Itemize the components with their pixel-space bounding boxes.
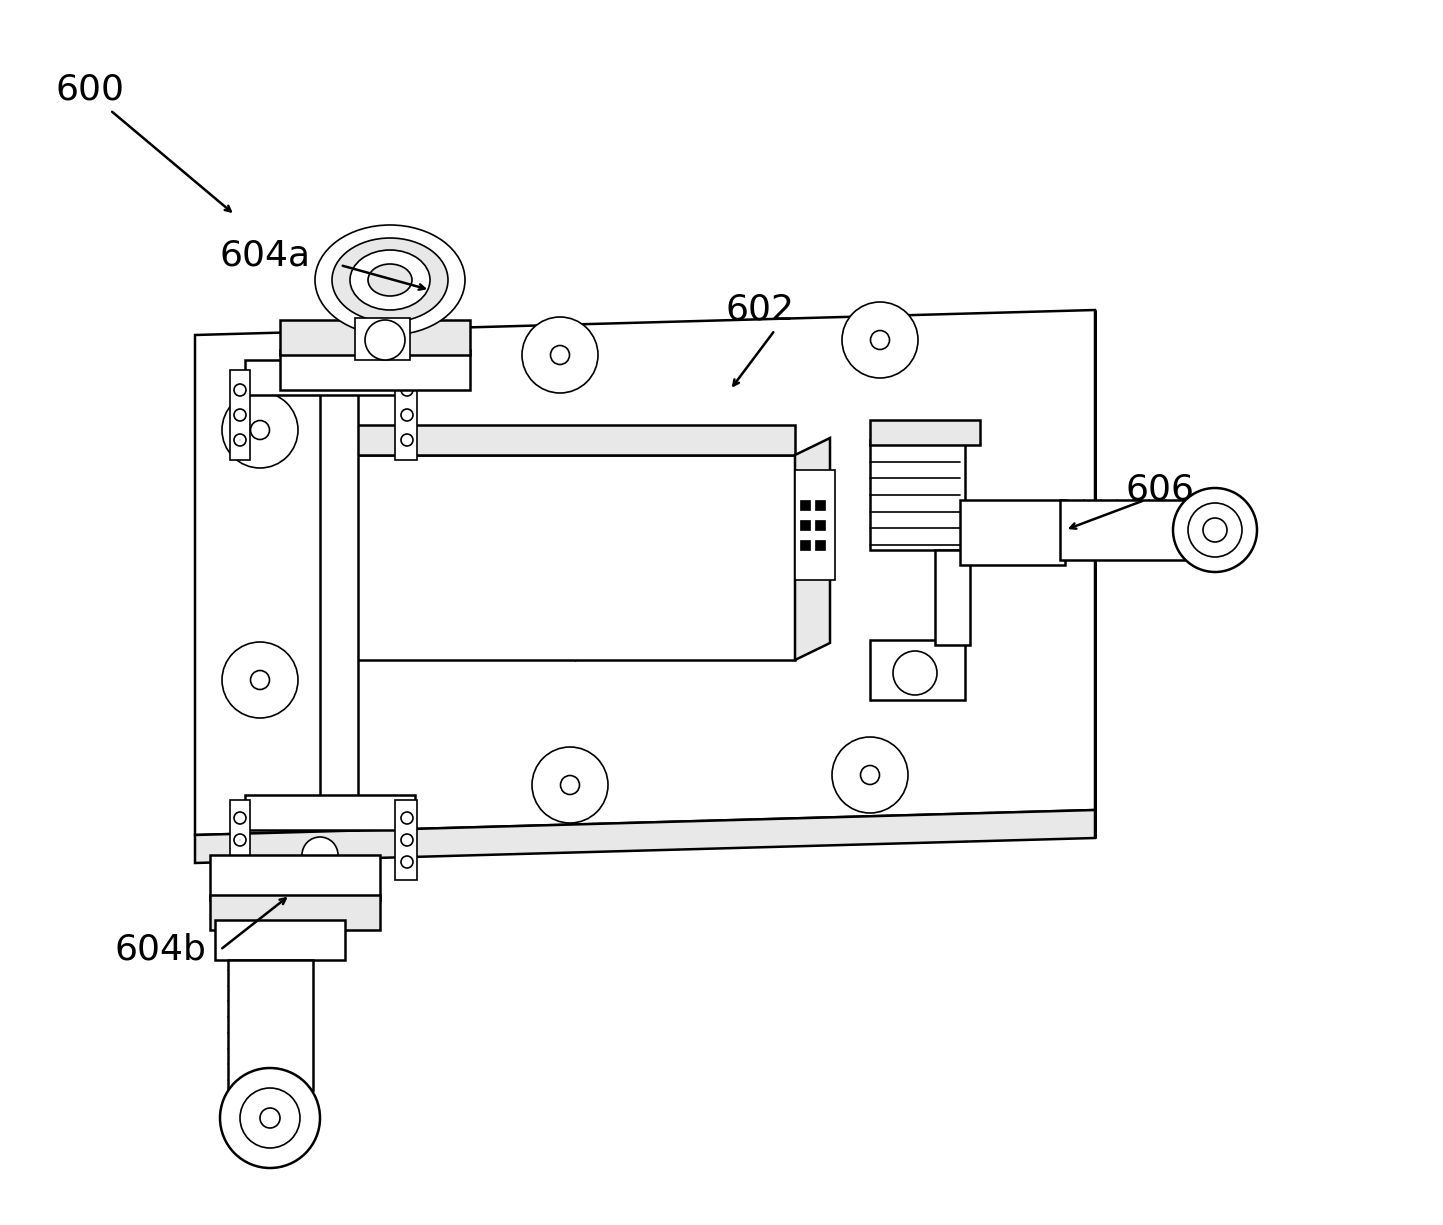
Polygon shape xyxy=(355,425,795,454)
Bar xyxy=(228,960,313,1090)
Circle shape xyxy=(240,1088,300,1148)
Ellipse shape xyxy=(315,225,465,334)
Circle shape xyxy=(833,737,908,813)
Bar xyxy=(935,550,970,646)
Bar xyxy=(355,318,410,360)
Circle shape xyxy=(860,766,879,784)
Polygon shape xyxy=(280,350,470,390)
Ellipse shape xyxy=(368,265,413,296)
Circle shape xyxy=(251,420,270,440)
Text: 604b: 604b xyxy=(114,933,206,967)
Polygon shape xyxy=(355,454,795,660)
Polygon shape xyxy=(870,420,980,445)
Circle shape xyxy=(219,1068,320,1167)
Circle shape xyxy=(222,642,299,718)
Ellipse shape xyxy=(351,250,430,310)
Circle shape xyxy=(234,383,245,396)
Text: 602: 602 xyxy=(726,293,795,327)
Circle shape xyxy=(1188,503,1242,557)
Bar xyxy=(815,540,825,550)
Bar xyxy=(1061,500,1190,560)
Bar xyxy=(799,519,810,530)
Bar xyxy=(815,519,825,530)
Polygon shape xyxy=(245,795,416,831)
Circle shape xyxy=(234,434,245,446)
Polygon shape xyxy=(195,810,1095,862)
Polygon shape xyxy=(195,310,1095,835)
Circle shape xyxy=(234,856,245,869)
Polygon shape xyxy=(215,920,345,960)
Bar xyxy=(320,365,358,831)
Circle shape xyxy=(550,345,570,365)
Bar xyxy=(799,540,810,550)
Circle shape xyxy=(1173,488,1257,572)
Circle shape xyxy=(560,775,580,795)
Circle shape xyxy=(401,812,413,824)
Circle shape xyxy=(302,837,338,873)
Circle shape xyxy=(870,331,889,349)
Circle shape xyxy=(260,1107,280,1128)
Polygon shape xyxy=(211,895,380,930)
Bar xyxy=(395,370,417,461)
Circle shape xyxy=(401,856,413,869)
Polygon shape xyxy=(245,360,416,394)
Text: 606: 606 xyxy=(1126,473,1195,507)
Circle shape xyxy=(234,409,245,421)
Circle shape xyxy=(401,409,413,421)
Text: 604a: 604a xyxy=(219,238,310,272)
Bar xyxy=(229,370,250,461)
Ellipse shape xyxy=(332,238,447,322)
Circle shape xyxy=(401,383,413,396)
Circle shape xyxy=(843,303,918,379)
Circle shape xyxy=(893,650,937,695)
Bar xyxy=(229,800,250,880)
Polygon shape xyxy=(795,439,830,660)
Circle shape xyxy=(222,392,299,468)
Polygon shape xyxy=(280,320,470,355)
Bar xyxy=(870,639,965,699)
Circle shape xyxy=(532,747,608,823)
Circle shape xyxy=(401,434,413,446)
Circle shape xyxy=(251,670,270,690)
Bar xyxy=(870,440,965,550)
Polygon shape xyxy=(960,500,1065,565)
Bar xyxy=(815,500,825,510)
Circle shape xyxy=(401,834,413,846)
Circle shape xyxy=(1203,518,1227,541)
Polygon shape xyxy=(211,855,380,900)
Bar xyxy=(395,800,417,880)
Circle shape xyxy=(365,320,405,360)
Text: 600: 600 xyxy=(55,74,124,107)
Circle shape xyxy=(234,834,245,846)
Circle shape xyxy=(522,317,597,393)
Circle shape xyxy=(234,812,245,824)
Bar xyxy=(799,500,810,510)
Bar xyxy=(795,470,835,579)
